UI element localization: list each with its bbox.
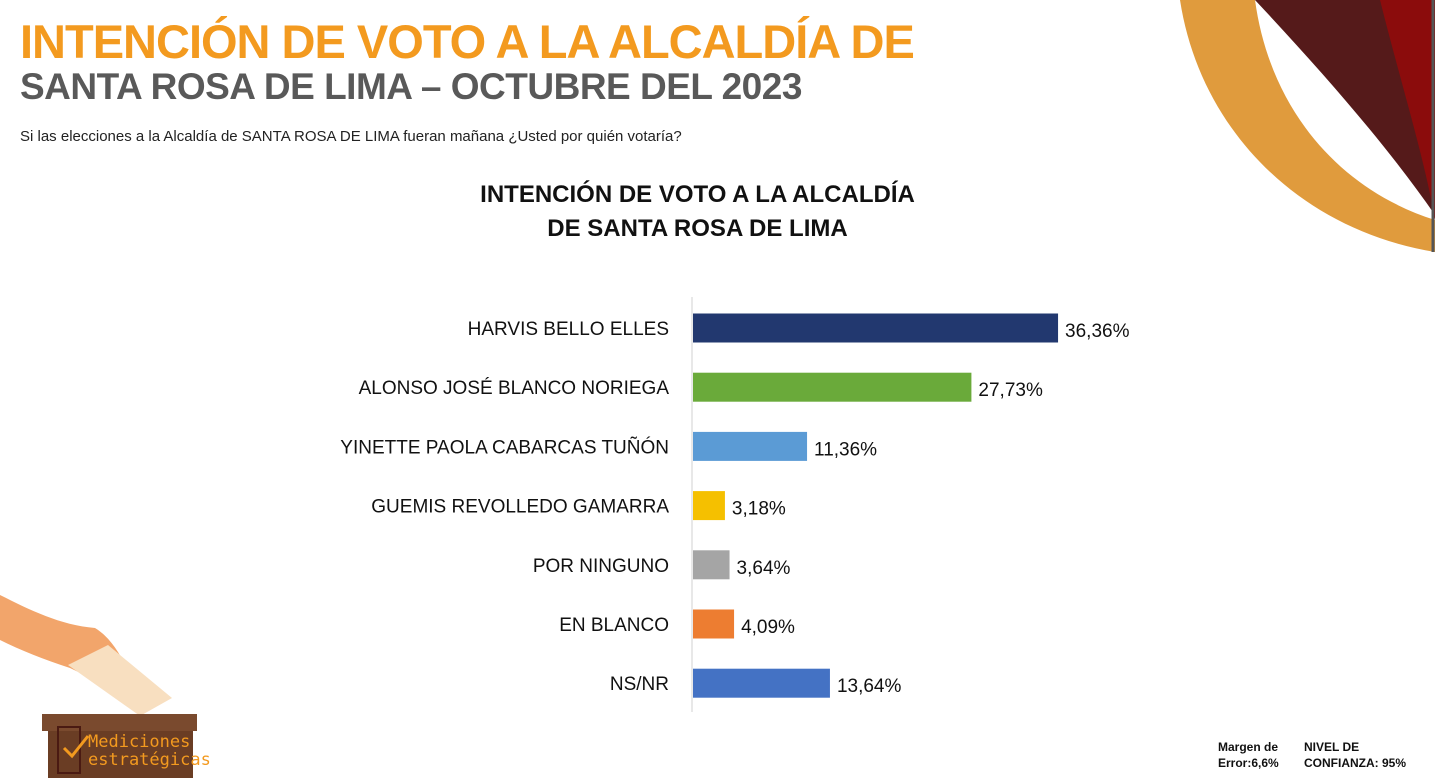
confidence-level: NIVEL DE CONFIANZA: 95% bbox=[1304, 740, 1407, 770]
survey-question: Si las elecciones a la Alcaldía de SANTA… bbox=[20, 128, 682, 145]
data-label: 4,09% bbox=[741, 617, 795, 638]
category-label: GUEMIS REVOLLEDO GAMARRA bbox=[371, 497, 669, 518]
data-label: 36,36% bbox=[1065, 321, 1130, 342]
main-title: INTENCIÓN DE VOTO A LA ALCALDÍA DE bbox=[20, 15, 915, 68]
bar bbox=[693, 372, 972, 402]
bar bbox=[693, 609, 735, 639]
bar bbox=[693, 491, 725, 521]
bar bbox=[693, 313, 1059, 343]
data-label: 3,64% bbox=[737, 558, 791, 579]
category-label: EN BLANCO bbox=[559, 615, 669, 636]
bar bbox=[693, 550, 730, 580]
ballot-box-illustration bbox=[0, 595, 197, 778]
category-label: ALONSO JOSÉ BLANCO NORIEGA bbox=[359, 378, 670, 399]
data-label: 27,73% bbox=[978, 380, 1043, 401]
bar bbox=[693, 668, 830, 698]
category-label: POR NINGUNO bbox=[533, 556, 669, 577]
category-label: NS/NR bbox=[610, 674, 669, 695]
bar bbox=[693, 431, 808, 461]
data-label: 3,18% bbox=[732, 499, 786, 520]
category-label: YINETTE PAOLA CABARCAS TUÑÓN bbox=[340, 436, 669, 458]
data-label: 11,36% bbox=[814, 439, 877, 460]
logo: Mediciones estratégicas bbox=[88, 732, 211, 770]
margin-of-error: Margen de Error:6,6% bbox=[1218, 740, 1279, 770]
data-label: 13,64% bbox=[837, 676, 902, 697]
main-subtitle: SANTA ROSA DE LIMA – OCTUBRE DEL 2023 bbox=[20, 66, 802, 107]
category-label: HARVIS BELLO ELLES bbox=[468, 319, 669, 340]
chart-title: INTENCIÓN DE VOTO A LA ALCALDÍA DE SANTA… bbox=[480, 181, 915, 242]
